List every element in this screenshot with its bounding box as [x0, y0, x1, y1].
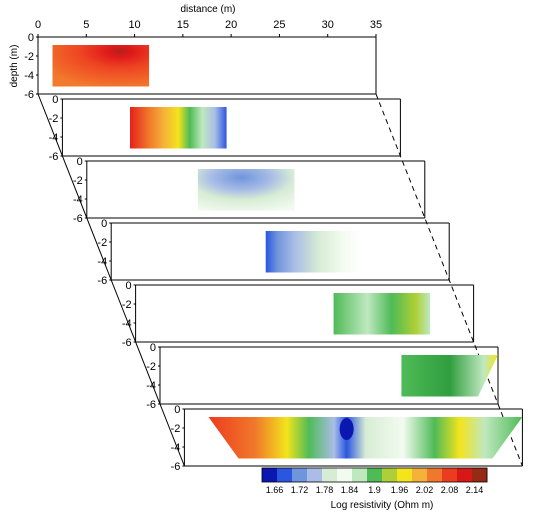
colorbar-tick-label: 2.08 — [441, 485, 459, 495]
profile-panel-2 — [130, 107, 227, 149]
x-tick-label: 35 — [370, 19, 382, 31]
x-tick-label: 30 — [322, 19, 334, 31]
x-tick-label: 20 — [225, 19, 237, 31]
colorbar-tick-label: 2.02 — [416, 485, 434, 495]
y-tick-label: -4 — [49, 132, 59, 144]
profile-panels — [52, 45, 523, 459]
colorbar-swatch — [472, 468, 488, 482]
colorbar-swatch — [277, 468, 293, 482]
y-tick-label: -4 — [97, 256, 107, 268]
profile-panel-7 — [208, 417, 523, 459]
x-tick-label: 15 — [177, 19, 189, 31]
y-tick-label: -4 — [24, 70, 34, 82]
x-tick-label: 0 — [35, 19, 41, 31]
profile-panel-5 — [333, 293, 431, 335]
profile-panel-6 — [401, 355, 498, 397]
low-resistivity-anomaly — [339, 418, 354, 440]
colorbar-swatch — [337, 468, 353, 482]
colorbar-swatch — [412, 468, 428, 482]
y-tick-label: 0 — [28, 32, 34, 44]
y-tick-label: 0 — [52, 94, 58, 106]
y-axes: 0 -2 -4 -6 0 -2 -4 -6 0 -2 -4 -6 0 -2 -4 -6 0 -2 -4 -6 0 -2 -4… — [24, 32, 185, 473]
x-axis: 0 5 10 15 20 25 30 35 — [35, 19, 382, 37]
colorbar-tick-label: 1.96 — [391, 485, 409, 495]
colorbar-swatch — [262, 468, 278, 482]
colorbar-swatch — [442, 468, 458, 482]
x-tick-label: 10 — [128, 19, 140, 31]
colorbar-swatch — [307, 468, 323, 482]
colorbar-tick-label: 1.66 — [266, 485, 284, 495]
y-tick-label: -4 — [171, 442, 181, 454]
y-tick-label: -6 — [24, 89, 34, 101]
profile-panel-3 — [197, 169, 295, 211]
y-tick-label: -2 — [73, 175, 83, 187]
y-tick-label: -6 — [73, 213, 83, 225]
y-tick-label: -6 — [122, 337, 132, 349]
y-tick-label: -6 — [146, 399, 156, 411]
colorbar: 1.66 1.72 1.78 1.84 1.9 1.96 2.02 2.08 2.14 — [261, 467, 488, 495]
y-tick-label: 0 — [150, 342, 156, 354]
colorbar-tick-label: 1.78 — [316, 485, 334, 495]
y-tick-label: -6 — [171, 461, 181, 473]
colorbar-swatch — [427, 468, 443, 482]
colorbar-tick-label: 1.72 — [291, 485, 309, 495]
colorbar-swatch — [397, 468, 413, 482]
y-tick-label: -2 — [171, 423, 181, 435]
x-tick-label: 5 — [83, 19, 89, 31]
y-tick-label: -4 — [146, 380, 156, 392]
x-axis-label: distance (m) — [180, 4, 235, 15]
colorbar-swatch — [292, 468, 308, 482]
y-tick-label: 0 — [125, 280, 131, 292]
colorbar-label: Log resistivity (Ohm m) — [331, 500, 434, 511]
y-tick-label: -6 — [49, 151, 59, 163]
colorbar-swatch — [457, 468, 473, 482]
x-tick-label: 25 — [273, 19, 285, 31]
colorbar-tick-label: 1.9 — [368, 485, 381, 495]
y-tick-label: -2 — [122, 299, 132, 311]
y-tick-label: -4 — [122, 318, 132, 330]
y-tick-label: -2 — [24, 51, 34, 63]
y-tick-label: -4 — [73, 194, 83, 206]
y-tick-label: 0 — [174, 404, 180, 416]
y-tick-label: 0 — [101, 218, 107, 230]
profile-panel-1 — [52, 45, 150, 87]
profile-panel-4 — [265, 231, 363, 273]
colorbar-outline — [261, 467, 488, 483]
y-tick-label: 0 — [77, 156, 83, 168]
y-tick-label: -2 — [146, 361, 156, 373]
colorbar-swatch — [352, 468, 368, 482]
colorbar-tick-label: 2.14 — [466, 485, 484, 495]
profile-frames — [37, 36, 523, 467]
colorbar-tick-label: 1.84 — [341, 485, 359, 495]
y-axis-label: depth (m) — [9, 45, 20, 88]
y-tick-label: -2 — [49, 113, 59, 125]
y-tick-label: -6 — [97, 275, 107, 287]
colorbar-swatch — [322, 468, 338, 482]
y-tick-label: -2 — [97, 237, 107, 249]
colorbar-swatch — [382, 468, 398, 482]
colorbar-swatch — [367, 468, 383, 482]
